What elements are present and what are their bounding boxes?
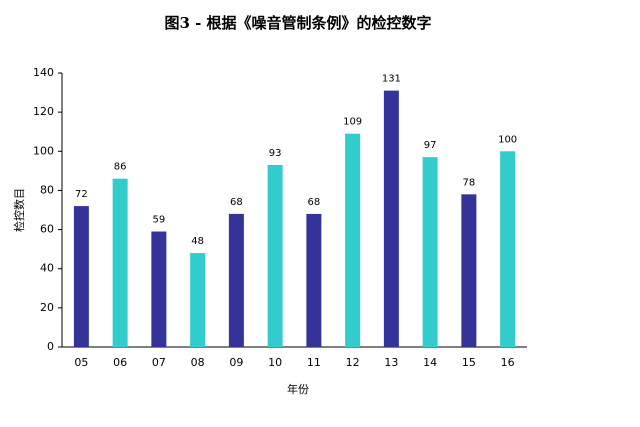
data-label: 97: [424, 140, 437, 151]
y-tick-label: 80: [40, 183, 54, 196]
x-tick-label: 11: [307, 356, 321, 369]
bar: [500, 151, 516, 347]
bar: [267, 164, 283, 347]
x-tick-label: 14: [423, 356, 437, 369]
data-label: 68: [308, 197, 321, 208]
x-tick-label: 13: [384, 356, 398, 369]
x-tick-label: 08: [191, 356, 205, 369]
bar: [112, 178, 128, 347]
data-label: 48: [191, 236, 204, 247]
bar: [422, 157, 438, 347]
bar: [151, 231, 167, 347]
y-tick-label: 0: [47, 340, 54, 353]
x-tick-label: 16: [501, 356, 515, 369]
y-tick-label: 140: [33, 66, 54, 79]
x-tick-label: 12: [346, 356, 360, 369]
chart-title: 图3 - 根据《噪音管制条例》的检控数字: [164, 14, 431, 32]
x-tick-label: 09: [229, 356, 243, 369]
data-label: 68: [230, 197, 243, 208]
bar: [461, 194, 477, 347]
y-tick-label: 120: [33, 105, 54, 118]
bar: [228, 213, 244, 347]
y-tick-label: 100: [33, 144, 54, 157]
x-axis-label: 年份: [287, 382, 309, 396]
data-label: 78: [463, 177, 476, 188]
data-label: 59: [153, 215, 166, 226]
data-label: 72: [75, 189, 88, 200]
y-tick-label: 20: [40, 301, 54, 314]
y-tick-label: 40: [40, 262, 54, 275]
x-tick-label: 15: [462, 356, 476, 369]
bar: [190, 253, 206, 347]
x-tick-label: 07: [152, 356, 166, 369]
data-label: 93: [269, 148, 282, 159]
y-axis-label: 检控数目: [12, 188, 26, 232]
data-label: 100: [498, 134, 517, 145]
bar: [345, 133, 361, 347]
data-label: 86: [114, 162, 127, 173]
x-tick-label: 06: [113, 356, 127, 369]
bar: [383, 90, 399, 347]
y-tick-label: 60: [40, 223, 54, 236]
x-tick-label: 10: [268, 356, 282, 369]
x-tick-label: 05: [74, 356, 88, 369]
bar: [73, 206, 89, 347]
bar: [306, 213, 322, 347]
data-label: 131: [382, 74, 401, 85]
data-label: 109: [343, 117, 362, 128]
